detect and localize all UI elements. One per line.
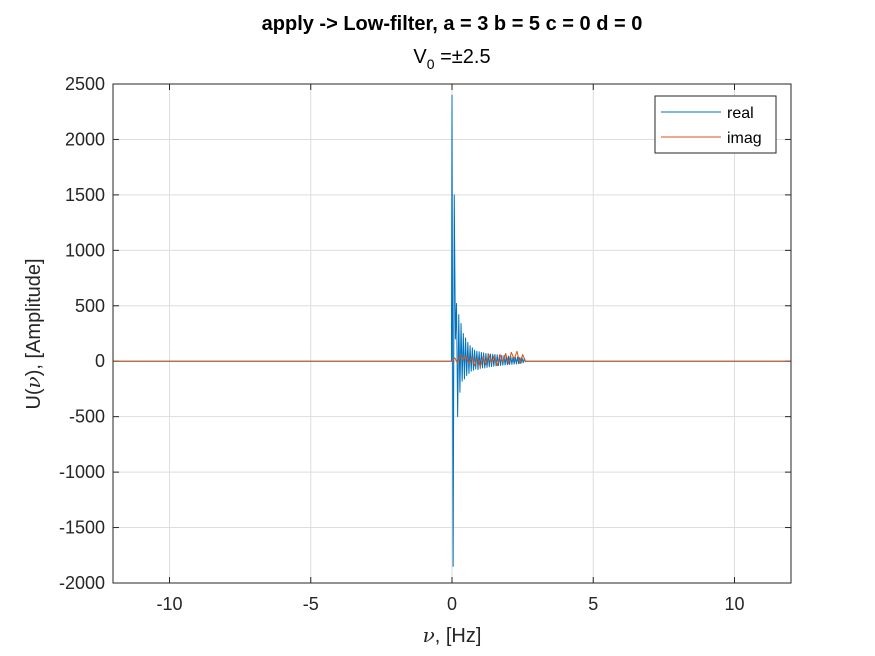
- y-tick-label: 2000: [65, 129, 105, 149]
- x-tick-label: 5: [588, 594, 598, 614]
- subtitle-subscript: 0: [427, 56, 435, 72]
- subtitle-text: V: [413, 46, 427, 68]
- legend-label-real: real: [727, 105, 754, 122]
- axes: -10 -5 0 5 10 -2000 -1500 -1000 -500 0 500 1000 1500…: [59, 74, 791, 614]
- x-tick-label: 0: [447, 594, 457, 614]
- plot-area: -10 -5 0 5 10 -2000 -1500 -1000 -500 0 500 1000 1500…: [59, 74, 792, 614]
- x-tick-label: -5: [303, 594, 319, 614]
- y-axis-prefix: U(: [23, 388, 45, 409]
- y-tick-label: 0: [95, 351, 105, 371]
- y-axis-symbol: ν: [21, 376, 45, 388]
- y-tick-label: 500: [75, 296, 105, 316]
- series-line-imag: [113, 350, 791, 368]
- y-tick-label: 2500: [65, 74, 105, 94]
- y-tick-label: -2000: [59, 573, 105, 593]
- y-tick-label: 1000: [65, 240, 105, 260]
- x-axis-suffix: , [Hz]: [435, 625, 482, 647]
- legend: real imag: [654, 95, 777, 154]
- y-tick-label: -1500: [59, 518, 105, 538]
- y-axis-suffix: ), [Amplitude]: [23, 258, 45, 376]
- y-tick-label: -1000: [59, 462, 105, 482]
- x-axis-symbol: ν: [423, 623, 435, 647]
- y-tick-label: -500: [69, 407, 105, 427]
- y-axis-label: U(ν), [Amplitude]: [21, 258, 45, 409]
- subtitle-suffix: =±2.5: [435, 46, 491, 68]
- plot-frame: [112, 83, 792, 584]
- series-layer: [113, 94, 791, 567]
- x-tick-label: -10: [156, 594, 182, 614]
- y-tick-label: 1500: [65, 185, 105, 205]
- x-tick-label: 10: [724, 594, 744, 614]
- chart-subtitle: V0 =±2.5: [413, 46, 490, 72]
- legend-label-imag: imag: [727, 130, 762, 147]
- chart-title: apply -> Low-filter, a = 3 b = 5 c = 0 d…: [262, 13, 643, 35]
- x-axis-label: ν, [Hz]: [423, 623, 482, 647]
- series-line-real: [113, 94, 791, 567]
- legend-box: [654, 95, 777, 154]
